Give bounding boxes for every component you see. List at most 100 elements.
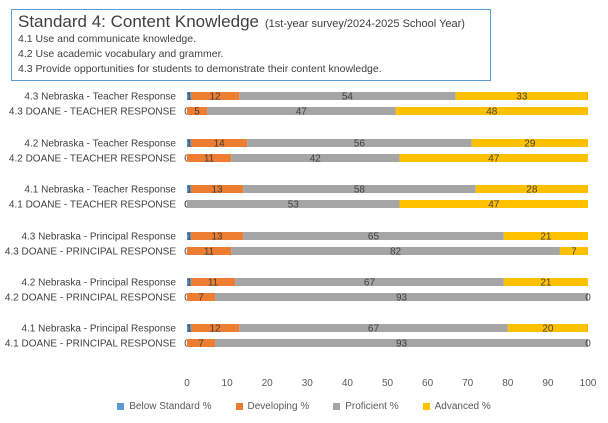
title-line: Standard 4: Content Knowledge (1st-year s… — [18, 12, 484, 32]
bar-below-standard — [187, 278, 192, 286]
bar-below-standard — [187, 185, 192, 193]
bar-developing — [191, 185, 244, 193]
legend-item-below-standard: Below Standard % — [117, 401, 212, 412]
bar-advanced — [471, 139, 588, 147]
bar-developing — [187, 154, 232, 162]
data-label-developing: 11 — [208, 278, 219, 289]
data-label-advanced: 33 — [516, 92, 528, 103]
data-label-developing: 5 — [194, 107, 200, 118]
category-label: 4.1 Nebraska - Principal Response — [21, 324, 176, 335]
x-tick-label: 30 — [302, 378, 314, 389]
bar-advanced — [503, 278, 588, 286]
legend-swatch-below-standard — [117, 403, 125, 410]
data-label-proficient: 56 — [354, 139, 366, 150]
legend-label-proficient: Proficient % — [345, 401, 399, 412]
bar-proficient — [235, 278, 504, 286]
data-label-proficient: 54 — [342, 92, 354, 103]
x-tick-label: 20 — [262, 378, 274, 389]
standard-4-2-text: 4.2 Use academic vocabulary and grammer. — [18, 48, 224, 60]
legend-swatch-proficient — [333, 403, 341, 410]
category-label: 4.3 DOANE - PRINCIPAL RESPONSE — [5, 247, 176, 258]
data-label-advanced: 0 — [585, 293, 591, 304]
data-label-developing: 12 — [210, 92, 222, 103]
standard-4-3-text: 4.3 Provide opportunities for students t… — [18, 63, 382, 75]
data-label-advanced: 48 — [486, 107, 498, 118]
chart-subtitle: (1st-year survey/2024-2025 School Year) — [265, 18, 465, 30]
bar-below-standard — [187, 324, 192, 332]
category-label: 4.1 DOANE - PRINCIPAL RESPONSE — [5, 339, 176, 350]
data-label-below-standard: 1 — [186, 278, 192, 289]
bar-proficient — [187, 200, 400, 208]
data-label-below-standard: 1 — [186, 232, 192, 243]
data-label-below-standard: 1 — [186, 139, 192, 150]
x-tick-label: 60 — [422, 378, 434, 389]
bar-developing — [191, 324, 240, 332]
legend-swatch-developing — [235, 403, 243, 410]
data-label-below-standard: 1 — [186, 185, 192, 196]
x-tick-label: 80 — [502, 378, 514, 389]
bar-proficient — [215, 339, 588, 347]
data-label-proficient: 93 — [396, 339, 408, 350]
data-label-advanced: 0 — [585, 339, 591, 350]
bar-developing — [191, 92, 240, 100]
category-label: 4.2 Nebraska - Teacher Response — [24, 139, 176, 150]
bar-advanced — [399, 154, 588, 162]
data-label-developing: 11 — [204, 247, 215, 258]
category-label: 4.1 DOANE - TEACHER RESPONSE — [9, 200, 176, 211]
standard-4-1-text: 4.1 Use and communicate knowledge. — [18, 33, 197, 45]
data-label-below-standard: 1 — [186, 92, 192, 103]
stacked-bar-chart: 4.3 Nebraska - Teacher Response 1 12 54 33 4.… — [5, 92, 597, 390]
data-label-advanced: 47 — [488, 154, 500, 165]
bar-advanced — [395, 107, 588, 115]
category-label: 4.3 Nebraska - Principal Response — [21, 232, 176, 243]
category-label: 4.2 DOANE - TEACHER RESPONSE — [9, 154, 176, 165]
x-tick-label: 0 — [184, 378, 190, 389]
data-label-proficient: 42 — [310, 154, 322, 165]
chart-legend: Below Standard % Developing % Proficient… — [0, 401, 608, 412]
data-label-advanced: 21 — [540, 232, 552, 243]
x-tick-label: 70 — [462, 378, 474, 389]
bar-developing — [187, 107, 208, 115]
data-label-developing: 14 — [214, 139, 226, 150]
x-tick-label: 40 — [342, 378, 354, 389]
bar-advanced — [503, 232, 588, 240]
bar-developing — [191, 278, 236, 286]
bar-advanced — [507, 324, 588, 332]
x-tick-label: 50 — [382, 378, 394, 389]
data-label-advanced: 29 — [524, 139, 536, 150]
data-label-developing: 11 — [204, 154, 215, 165]
legend-item-proficient: Proficient % — [333, 401, 399, 412]
legend-label-below-standard: Below Standard % — [129, 401, 212, 412]
bar-advanced — [399, 200, 588, 208]
bar-proficient — [239, 324, 508, 332]
bar-proficient — [215, 293, 588, 301]
legend-item-advanced: Advanced % — [422, 401, 491, 412]
category-label: 4.2 DOANE - PRINCIPAL RESPONSE — [5, 293, 176, 304]
data-label-developing: 13 — [212, 185, 224, 196]
bar-proficient — [247, 139, 472, 147]
bar-proficient — [207, 107, 396, 115]
legend-swatch-advanced — [422, 403, 430, 410]
bar-developing — [187, 247, 232, 255]
category-label: 4.2 Nebraska - Principal Response — [21, 278, 176, 289]
data-label-proficient: 67 — [364, 278, 376, 289]
bar-proficient — [243, 232, 504, 240]
data-label-developing: 12 — [210, 324, 222, 335]
legend-item-developing: Developing % — [235, 401, 309, 412]
bar-developing — [191, 232, 244, 240]
category-label: 4.3 Nebraska - Teacher Response — [24, 92, 176, 103]
bar-below-standard — [187, 232, 192, 240]
data-label-proficient: 53 — [288, 200, 300, 211]
data-label-advanced: 47 — [488, 200, 500, 211]
bar-developing — [187, 339, 216, 347]
data-label-advanced: 7 — [571, 247, 577, 258]
bar-below-standard — [187, 139, 192, 147]
data-label-advanced: 28 — [526, 185, 538, 196]
data-label-advanced: 21 — [540, 278, 552, 289]
data-label-proficient: 93 — [396, 293, 408, 304]
x-tick-label: 10 — [222, 378, 234, 389]
data-label-developing: 13 — [212, 232, 224, 243]
data-label-below-standard: 1 — [186, 324, 192, 335]
bar-advanced — [475, 185, 588, 193]
data-label-proficient: 67 — [368, 324, 380, 335]
